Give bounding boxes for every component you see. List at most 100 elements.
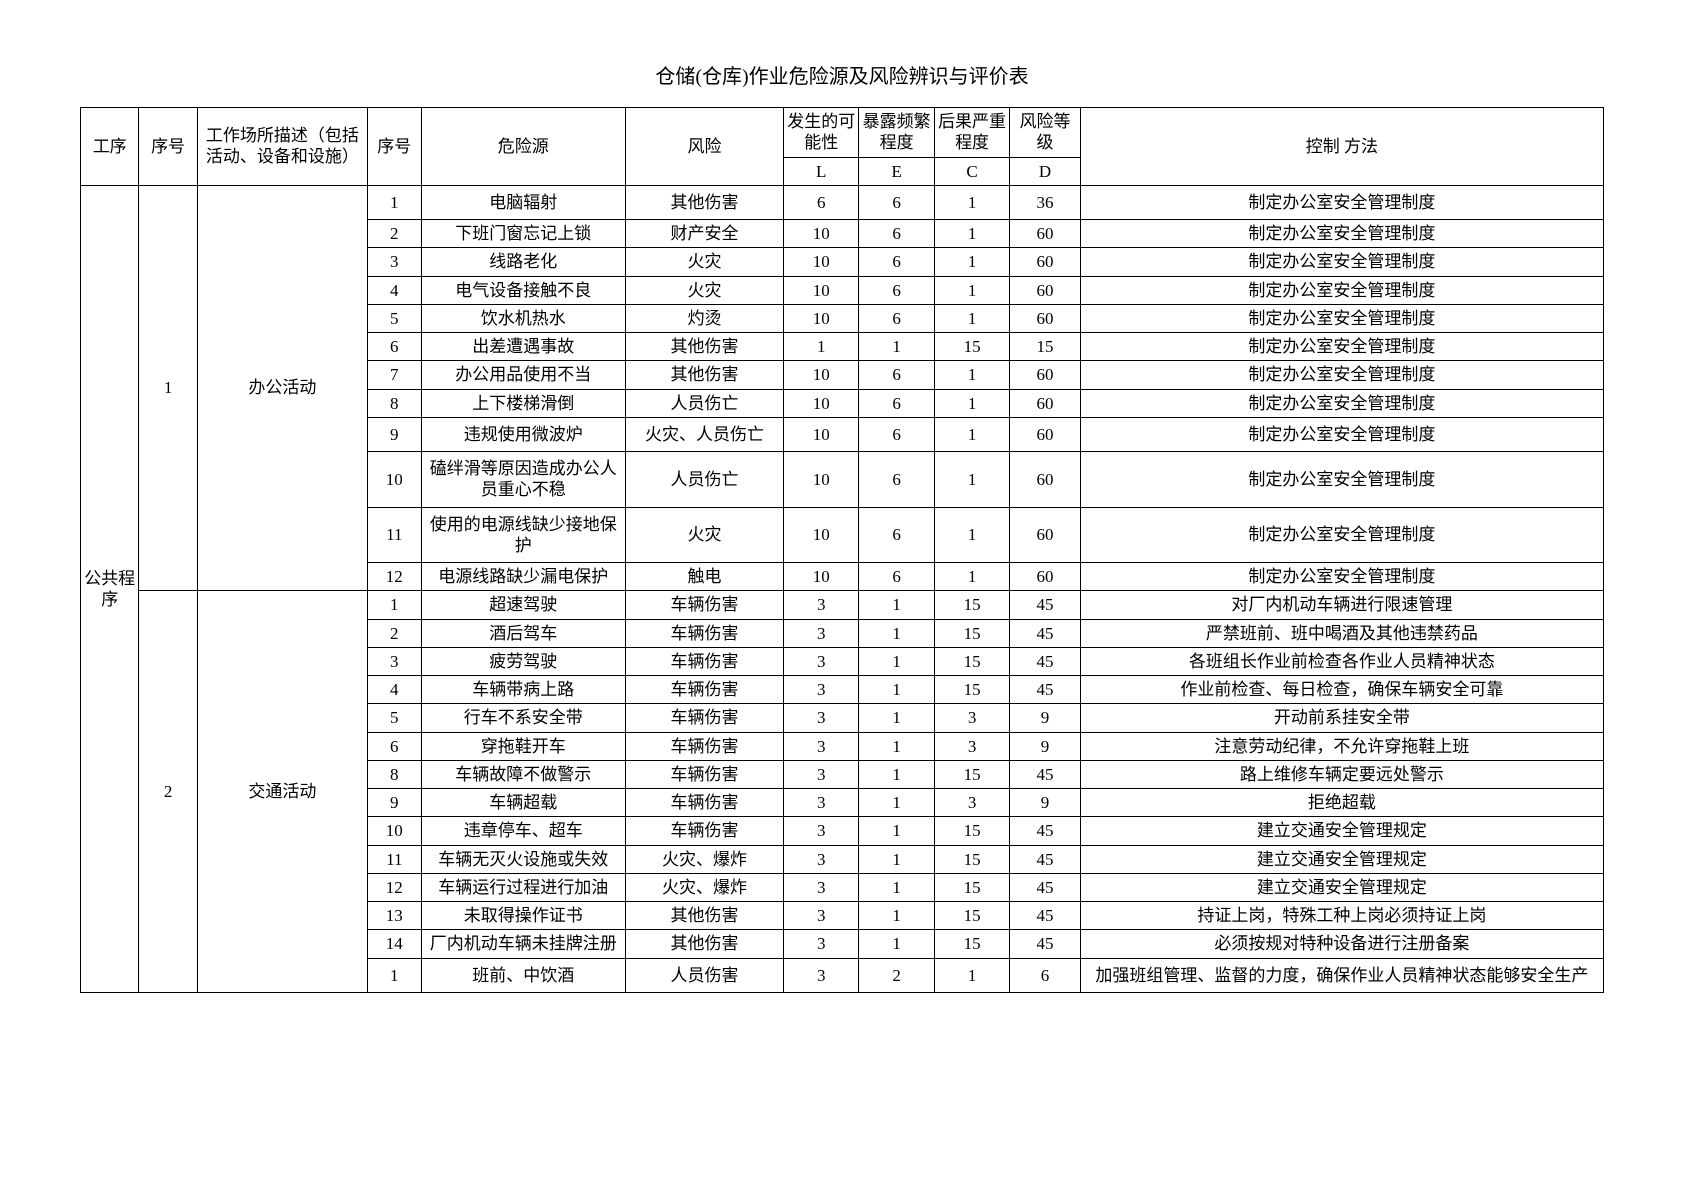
cell-n: 1 (368, 185, 422, 219)
cell-ctl: 制定办公室安全管理制度 (1080, 507, 1603, 563)
cell-C: 15 (934, 817, 1009, 845)
cell-n: 6 (368, 732, 422, 760)
cell-E: 1 (859, 619, 934, 647)
cell-n: 8 (368, 389, 422, 417)
cell-D: 45 (1010, 647, 1081, 675)
cell-ctl: 制定办公室安全管理制度 (1080, 417, 1603, 451)
cell-L: 1 (784, 333, 859, 361)
cell-E: 6 (859, 361, 934, 389)
cell-D: 60 (1010, 220, 1081, 248)
cell-C: 15 (934, 902, 1009, 930)
hdr-L: L (784, 157, 859, 185)
cell-D: 45 (1010, 873, 1081, 901)
cell-L: 3 (784, 704, 859, 732)
cell-L: 10 (784, 220, 859, 248)
cell-C: 1 (934, 452, 1009, 508)
cell-D: 45 (1010, 845, 1081, 873)
cell-L: 10 (784, 304, 859, 332)
cell-D: 60 (1010, 563, 1081, 591)
cell-D: 45 (1010, 902, 1081, 930)
cell-ctl: 加强班组管理、监督的力度，确保作业人员精神状态能够安全生产 (1080, 958, 1603, 992)
cell-haz: 车辆超载 (421, 789, 625, 817)
cell-L: 3 (784, 647, 859, 675)
cell-E: 6 (859, 304, 934, 332)
cell-E: 1 (859, 873, 934, 901)
cell-ctl: 严禁班前、班中喝酒及其他违禁药品 (1080, 619, 1603, 647)
cell-haz: 线路老化 (421, 248, 625, 276)
cell-C: 15 (934, 333, 1009, 361)
sec1-xh: 1 (139, 185, 197, 591)
cell-L: 3 (784, 817, 859, 845)
cell-ctl: 拒绝超载 (1080, 789, 1603, 817)
cell-L: 10 (784, 248, 859, 276)
cell-L: 3 (784, 958, 859, 992)
cell-haz: 使用的电源线缺少接地保护 (421, 507, 625, 563)
cell-E: 1 (859, 732, 934, 760)
cell-D: 60 (1010, 452, 1081, 508)
sec2-xh: 2 (139, 591, 197, 993)
cell-C: 1 (934, 220, 1009, 248)
cell-C: 15 (934, 845, 1009, 873)
cell-D: 60 (1010, 248, 1081, 276)
cell-L: 3 (784, 873, 859, 901)
cell-ctl: 制定办公室安全管理制度 (1080, 304, 1603, 332)
cell-D: 45 (1010, 930, 1081, 958)
cell-L: 3 (784, 789, 859, 817)
cell-ctl: 作业前检查、每日检查，确保车辆安全可靠 (1080, 676, 1603, 704)
page-title: 仓储(仓库)作业危险源及风险辨识与评价表 (80, 60, 1604, 89)
cell-haz: 违规使用微波炉 (421, 417, 625, 451)
cell-ctl: 制定办公室安全管理制度 (1080, 452, 1603, 508)
cell-L: 3 (784, 902, 859, 930)
cell-n: 6 (368, 333, 422, 361)
cell-risk: 车辆伤害 (625, 591, 783, 619)
hdr-gx: 工序 (81, 108, 139, 186)
cell-D: 60 (1010, 276, 1081, 304)
cell-L: 10 (784, 507, 859, 563)
cell-haz: 出差遭遇事故 (421, 333, 625, 361)
sec1-desc: 办公活动 (197, 185, 367, 591)
cell-E: 6 (859, 507, 934, 563)
header-row-1: 工序 序号 工作场所描述（包括活动、设备和设施） 序号 危险源 风险 发生的可能… (81, 108, 1604, 158)
cell-D: 45 (1010, 591, 1081, 619)
cell-D: 60 (1010, 417, 1081, 451)
group-gx: 公共程序 (81, 185, 139, 992)
cell-risk: 火灾 (625, 276, 783, 304)
cell-D: 45 (1010, 760, 1081, 788)
hdr-ctl: 控制 方法 (1080, 108, 1603, 186)
cell-haz: 电源线路缺少漏电保护 (421, 563, 625, 591)
cell-risk: 其他伤害 (625, 333, 783, 361)
cell-haz: 饮水机热水 (421, 304, 625, 332)
table-body: 公共程序1办公活动1电脑辐射其他伤害66136制定办公室安全管理制度2下班门窗忘… (81, 185, 1604, 992)
cell-haz: 车辆无灭火设施或失效 (421, 845, 625, 873)
cell-ctl: 路上维修车辆定要远处警示 (1080, 760, 1603, 788)
cell-haz: 超速驾驶 (421, 591, 625, 619)
cell-haz: 车辆带病上路 (421, 676, 625, 704)
cell-risk: 车辆伤害 (625, 817, 783, 845)
risk-table: 工序 序号 工作场所描述（包括活动、设备和设施） 序号 危险源 风险 发生的可能… (80, 107, 1604, 993)
cell-haz: 上下楼梯滑倒 (421, 389, 625, 417)
cell-L: 3 (784, 732, 859, 760)
cell-E: 1 (859, 930, 934, 958)
cell-C: 3 (934, 732, 1009, 760)
cell-E: 1 (859, 647, 934, 675)
cell-n: 11 (368, 507, 422, 563)
cell-n: 9 (368, 417, 422, 451)
cell-ctl: 制定办公室安全管理制度 (1080, 276, 1603, 304)
cell-risk: 车辆伤害 (625, 789, 783, 817)
cell-L: 3 (784, 591, 859, 619)
cell-ctl: 开动前系挂安全带 (1080, 704, 1603, 732)
cell-haz: 行车不系安全带 (421, 704, 625, 732)
cell-E: 6 (859, 452, 934, 508)
cell-C: 1 (934, 417, 1009, 451)
hdr-C: C (934, 157, 1009, 185)
cell-L: 3 (784, 676, 859, 704)
cell-E: 1 (859, 845, 934, 873)
cell-ctl: 制定办公室安全管理制度 (1080, 563, 1603, 591)
cell-n: 14 (368, 930, 422, 958)
cell-L: 6 (784, 185, 859, 219)
cell-haz: 车辆运行过程进行加油 (421, 873, 625, 901)
cell-n: 1 (368, 591, 422, 619)
cell-E: 1 (859, 591, 934, 619)
cell-D: 45 (1010, 619, 1081, 647)
cell-risk: 车辆伤害 (625, 732, 783, 760)
